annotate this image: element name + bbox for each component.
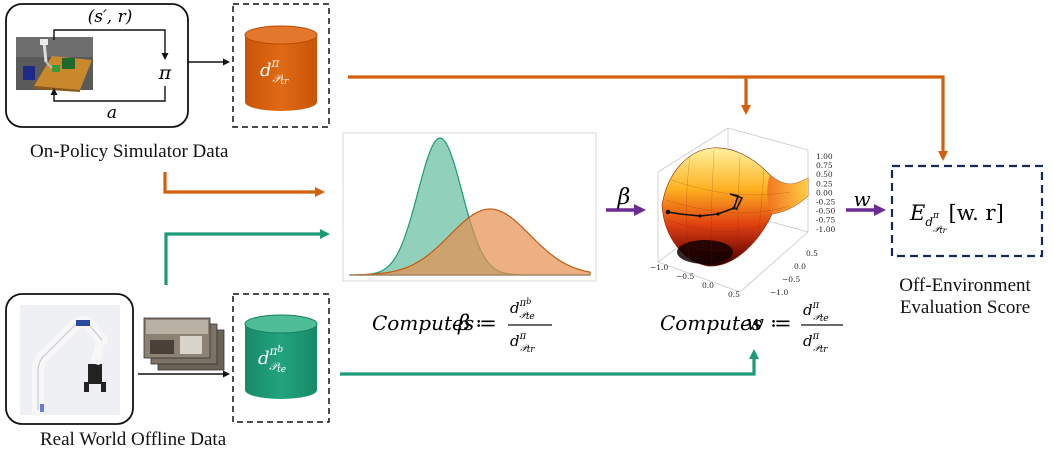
surface-z-tick: 0.25: [816, 179, 833, 188]
w-formula-denominator: dπ 𝒫tr: [803, 331, 828, 355]
surface-x-ticks: −1.0 −0.5 0.0 0.5: [650, 263, 740, 299]
surface-x-tick: −1.0: [650, 263, 668, 272]
simulator-box: [5, 3, 189, 128]
sim-to-beta-arrow: [163, 172, 325, 197]
simulator-scene-image: [16, 37, 93, 92]
simulator-panel: (s′, r) π a: [5, 3, 189, 128]
beta-formula-numerator: dπb 𝒫te: [510, 297, 535, 322]
beta-formula-symbol: β ≔: [457, 311, 497, 335]
test-database-frame: [232, 293, 330, 423]
w-formula-symbol: w ≔: [746, 311, 792, 335]
train-database: dπ 𝒫tr: [232, 3, 330, 128]
loop-bottom-label: a: [107, 103, 117, 123]
w-formula: Computes w ≔ dπ 𝒫te dπ 𝒫tr: [660, 300, 843, 355]
beta-formula-computes: Computes: [372, 311, 474, 335]
test-database: dπb 𝒫te: [232, 293, 330, 423]
weight-surface-plot: 1.000.750.500.250.00-0.25-0.50-0.75-1.00…: [650, 127, 835, 299]
test-database-cylinder: [245, 324, 317, 399]
score-caption: Off-Environment Evaluation Score: [880, 275, 1050, 319]
surface-y-ticks: 0.50.0 −0.5 −1.0: [770, 249, 818, 297]
test-to-w-arrow: [340, 349, 759, 376]
score-caption-line2: Evaluation Score: [899, 296, 1031, 318]
surface-x-tick: 0.5: [728, 290, 740, 299]
w-arrow-label: w: [853, 187, 870, 211]
test-database-label: dπb 𝒫te: [258, 344, 286, 375]
loop-observation-arrow: [53, 29, 169, 60]
w-formula-numerator: dπ 𝒫te: [803, 300, 829, 324]
real-to-beta-arrow: [164, 229, 330, 285]
purple-arrows: β w: [606, 185, 886, 216]
train-to-score-arrow: [348, 75, 948, 161]
robot-arm-image: [20, 305, 120, 416]
loop-top-label: (s′, r): [88, 7, 133, 27]
surface-x-tick: −0.5: [676, 272, 694, 281]
surface-y-tick: 0.5: [806, 249, 818, 258]
policy-symbol: π: [158, 62, 172, 84]
real-world-panel: [5, 293, 134, 425]
surface-x-tick: 0.0: [702, 281, 714, 290]
orange-arrows: [163, 75, 948, 197]
w-formula-computes: Computes: [660, 311, 762, 335]
real-world-caption: Real World Offline Data: [40, 429, 227, 450]
distribution-plot: [342, 132, 597, 282]
loop-action-arrow: [50, 86, 166, 102]
surface-z-tick: -0.25: [816, 198, 835, 207]
score-expression: Edπ 𝒫tr[w. r]: [909, 201, 1004, 235]
beta-formula-denominator: dπ 𝒫tr: [510, 331, 535, 355]
surface-z-tick: -1.00: [816, 225, 835, 234]
train-database-cylinder: [245, 35, 317, 111]
simulator-caption: On-Policy Simulator Data: [30, 141, 229, 162]
surface-z-tick: 0.50: [816, 170, 833, 179]
score-box: [890, 164, 1044, 258]
surface-z-tick: 0.00: [816, 188, 833, 197]
surface-z-ticks: 1.000.750.500.250.00-0.25-0.50-0.75-1.00: [816, 152, 835, 234]
surface-y-tick: −1.0: [770, 288, 788, 297]
surface-y-tick: 0.0: [794, 262, 806, 271]
surface-y-tick: −0.5: [782, 275, 800, 284]
beta-formula: Computes β ≔ dπb 𝒫te dπ 𝒫tr: [372, 297, 552, 355]
train-database-label: dπ 𝒫tr: [260, 56, 289, 87]
beta-arrow-label: β: [617, 185, 631, 210]
score-caption-line1: Off-Environment: [899, 275, 1031, 296]
source-density-curve: [349, 208, 591, 276]
score-panel: Edπ 𝒫tr[w. r]: [890, 164, 1044, 258]
surface-z-tick: -0.75: [816, 216, 835, 225]
surface-z-tick: 1.00: [816, 152, 833, 161]
green-arrows: [164, 229, 759, 376]
surface-z-tick: 0.75: [816, 161, 833, 170]
offline-frames-image: [138, 317, 230, 378]
surface-z-tick: -0.50: [816, 207, 835, 216]
